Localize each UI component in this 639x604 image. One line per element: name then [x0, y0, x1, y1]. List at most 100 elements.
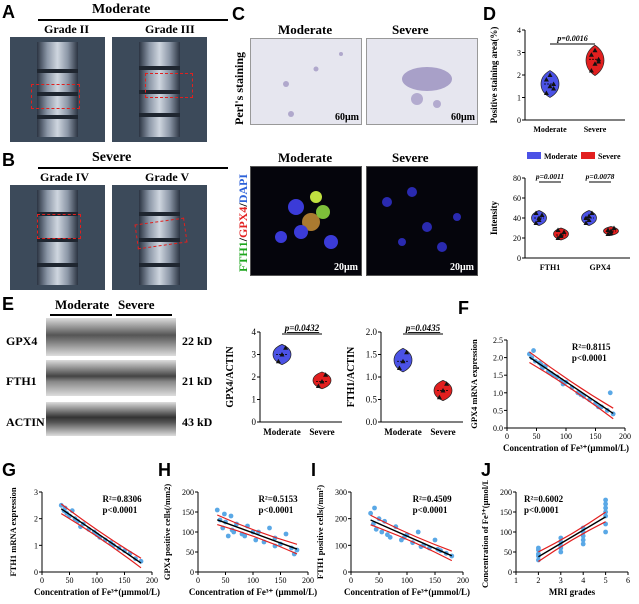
x-tick-label: 150: [429, 576, 441, 585]
scale-bar-label: 60μm: [335, 112, 359, 123]
data-point: [592, 47, 598, 53]
y-tick-label: 50: [504, 548, 512, 557]
mri-grade-v: [112, 185, 207, 290]
x-tick-label: 200: [619, 432, 631, 441]
y-tick-label: 0: [508, 568, 512, 577]
y-tick-label: 2: [252, 372, 257, 382]
mri-grade-iii: [112, 37, 207, 142]
data-point: [283, 345, 289, 350]
data-point: [558, 233, 564, 238]
x-tick-label: 150: [119, 576, 131, 585]
regression-line: [529, 356, 614, 415]
panel-label-a: A: [2, 2, 15, 22]
blot-gpx4-label: GPX4: [6, 334, 38, 348]
y-axis-label: Intensity: [489, 201, 499, 236]
data-point: [415, 529, 421, 535]
x-tick-label: 0: [505, 432, 509, 441]
p-value: p=0.0011: [535, 172, 564, 181]
r-squared: R²=0.4509: [413, 494, 453, 504]
data-point: [436, 394, 442, 400]
fluor-severe: 20μm: [366, 166, 478, 276]
data-point: [596, 56, 602, 62]
data-point: [558, 549, 564, 555]
mri-roi-box: [145, 72, 193, 98]
y-tick-label: 3: [517, 49, 521, 58]
x-category-label: Moderate: [384, 427, 421, 437]
y-tick-label: 0: [517, 254, 521, 263]
data-point: [533, 210, 539, 215]
p-value: p<0.0001: [103, 505, 138, 515]
x-tick-label: 150: [275, 576, 287, 585]
chart-gpx4-mrna: 0.0 0.5 1.0 1.5 2.0 2.5 0 50 100 150 200 Concentrat…: [469, 336, 631, 453]
ci-lower: [370, 524, 453, 562]
x-category-label: Moderate: [533, 125, 567, 134]
y-tick-label: 200: [182, 488, 194, 497]
regression-line: [217, 519, 298, 550]
chart-fth1-mrna: 0 1 2 3 0 50 100 150 200 Concentration of Fe³⁺(μm…: [8, 487, 160, 597]
data-point: [222, 511, 227, 517]
blot-fth1-kd: 21 kD: [182, 374, 213, 388]
panel-a-left-title: Grade II: [44, 22, 89, 36]
x-tick-label: 200: [146, 576, 158, 585]
data-point: [214, 507, 220, 513]
data-point: [596, 59, 602, 64]
data-point: [547, 83, 553, 89]
data-point: [589, 210, 595, 215]
panel-b-divider: [38, 167, 228, 169]
x-tick-label: 100: [91, 576, 103, 585]
data-point: [58, 502, 64, 508]
x-tick-label: 0: [40, 576, 44, 585]
y-tick-label: 3: [34, 488, 38, 497]
data-point: [583, 215, 589, 220]
panel-a-right-title: Grade III: [145, 22, 195, 36]
data-point: [539, 212, 545, 217]
panel-label-c: C: [232, 4, 245, 24]
y-tick-label: 1.5: [366, 350, 378, 360]
blot-severe-bar: [116, 314, 172, 316]
panel-label-j: J: [481, 460, 492, 480]
data-point: [368, 510, 373, 516]
blot-moderate-label: Moderate: [55, 297, 110, 312]
panel-c-row2: FTH1/GPX4/DAPI: [236, 173, 250, 272]
mri-grade-ii: [10, 37, 105, 142]
y-tick-label: 0.0: [366, 417, 378, 427]
blot-actin-kd: 43 kD: [182, 415, 213, 429]
x-category-label: GPX4: [590, 263, 611, 272]
y-tick-label: 2.5: [493, 336, 503, 345]
data-point: [444, 381, 450, 386]
data-point: [372, 505, 377, 511]
x-tick-label: 100: [401, 576, 413, 585]
x-tick-label: 0: [196, 576, 200, 585]
scale-bar-label: 20μm: [450, 262, 474, 273]
data-point: [561, 229, 567, 234]
panel-c-col2-b: Severe: [392, 150, 429, 165]
blot-actin-label: ACTIN: [6, 415, 45, 429]
y-tick-label: 1.5: [493, 371, 503, 380]
panel-a-group-title: Moderate: [92, 2, 151, 17]
data-point: [62, 505, 68, 511]
data-point: [319, 379, 325, 384]
data-point: [396, 365, 402, 370]
data-point: [555, 235, 561, 240]
regression-line: [60, 508, 142, 564]
r-squared: R²=0.8306: [103, 494, 143, 504]
x-tick-label: 100: [560, 432, 572, 441]
chart-positive-staining: 0 1 2 3 4 Positive staining area(%) Moderate Se…: [489, 26, 625, 134]
y-tick-label: 40: [513, 214, 521, 223]
y-tick-label: 1: [252, 395, 257, 405]
p-value: p=0.0432: [284, 323, 320, 333]
x-axis-label: Concentration of Fe³⁺ (μmmol/L): [189, 587, 317, 597]
data-point: [586, 217, 592, 222]
regression-line: [370, 519, 453, 557]
y-tick-label: 300: [335, 488, 347, 497]
y-tick-label: 1.0: [366, 372, 378, 382]
blot-fth1-label: FTH1: [6, 374, 37, 388]
data-point: [608, 230, 614, 235]
y-tick-label: 0.5: [366, 395, 378, 405]
p-value: p=0.0435: [405, 323, 441, 333]
scale-bar-label: 60μm: [451, 112, 475, 123]
y-tick-label: 1.0: [493, 389, 503, 398]
y-tick-label: 0.5: [493, 406, 503, 415]
x-tick-label: 0: [349, 576, 353, 585]
x-axis-label: Concentration of Fe³⁺(μmmol/L): [503, 443, 629, 453]
